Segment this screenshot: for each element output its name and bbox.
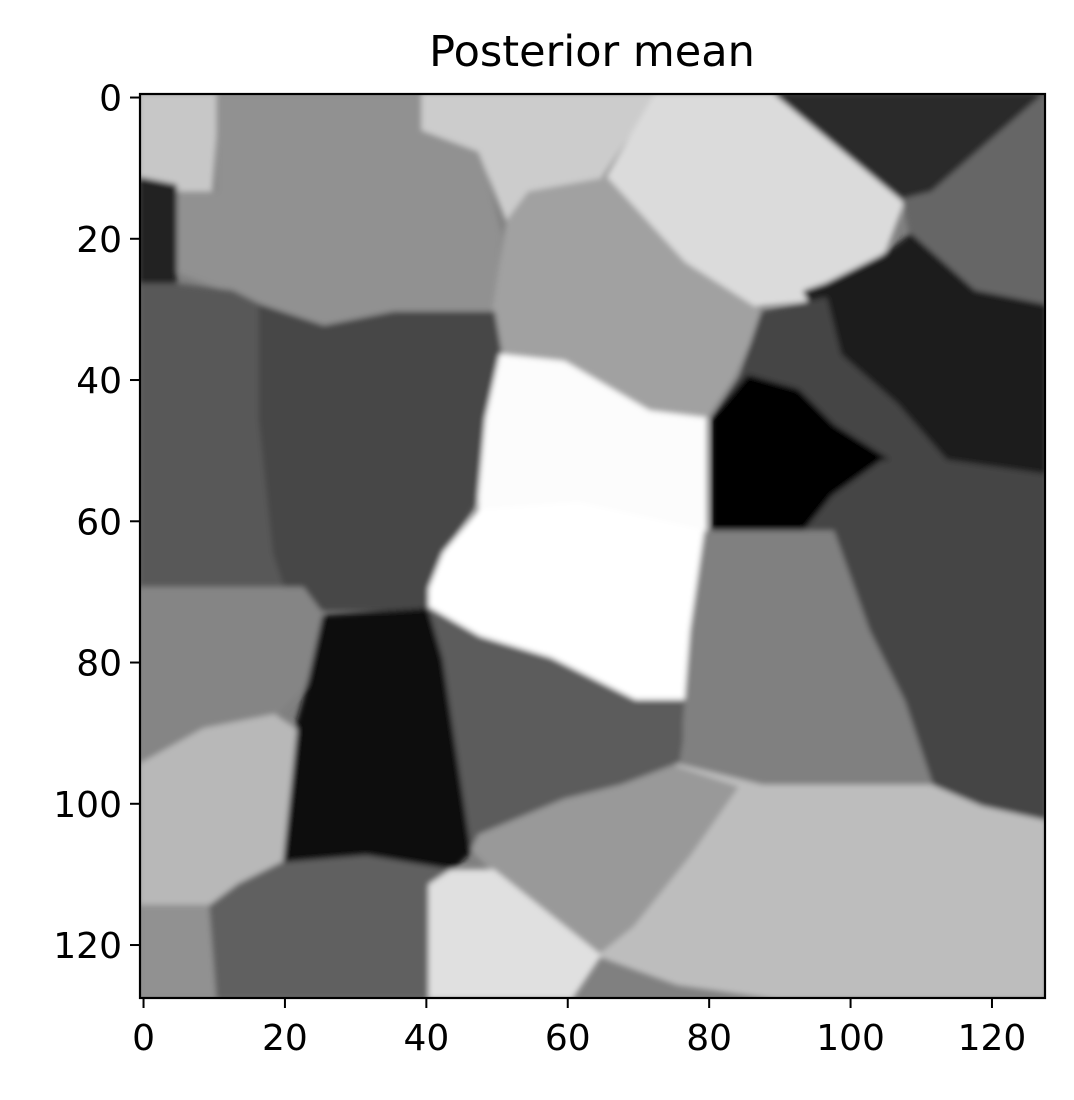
x-tick-label: 120 xyxy=(958,1018,1027,1059)
heatmap-region-Z xyxy=(428,869,602,998)
y-tick-label: 20 xyxy=(76,220,122,261)
x-tick-label: 80 xyxy=(686,1018,732,1059)
y-tick-label: 0 xyxy=(99,79,122,120)
y-tick-label: 80 xyxy=(76,644,122,685)
x-tick-label: 100 xyxy=(816,1018,885,1059)
y-axis: 0 20 40 60 80 100 120 xyxy=(53,79,140,967)
heatmap-image xyxy=(140,94,1045,998)
heatmap-region-X xyxy=(140,904,220,998)
x-tick-label: 60 xyxy=(545,1018,591,1059)
x-tick-label: 40 xyxy=(403,1018,449,1059)
x-tick-label: 0 xyxy=(132,1018,155,1059)
y-tick-label: 60 xyxy=(76,502,122,543)
y-tick-label: 40 xyxy=(76,361,122,402)
heatmap-region-G xyxy=(140,177,177,287)
heatmap-region-A xyxy=(140,94,220,195)
y-tick-label: 100 xyxy=(53,785,122,826)
y-tick-label: 120 xyxy=(53,926,122,967)
chart-title: Posterior mean xyxy=(429,27,755,77)
x-tick-label: 20 xyxy=(262,1018,308,1059)
x-axis: 0 20 40 60 80 100 120 xyxy=(132,998,1026,1059)
heatmap-region-W xyxy=(598,763,1045,998)
axes-frame xyxy=(138,92,1047,1000)
